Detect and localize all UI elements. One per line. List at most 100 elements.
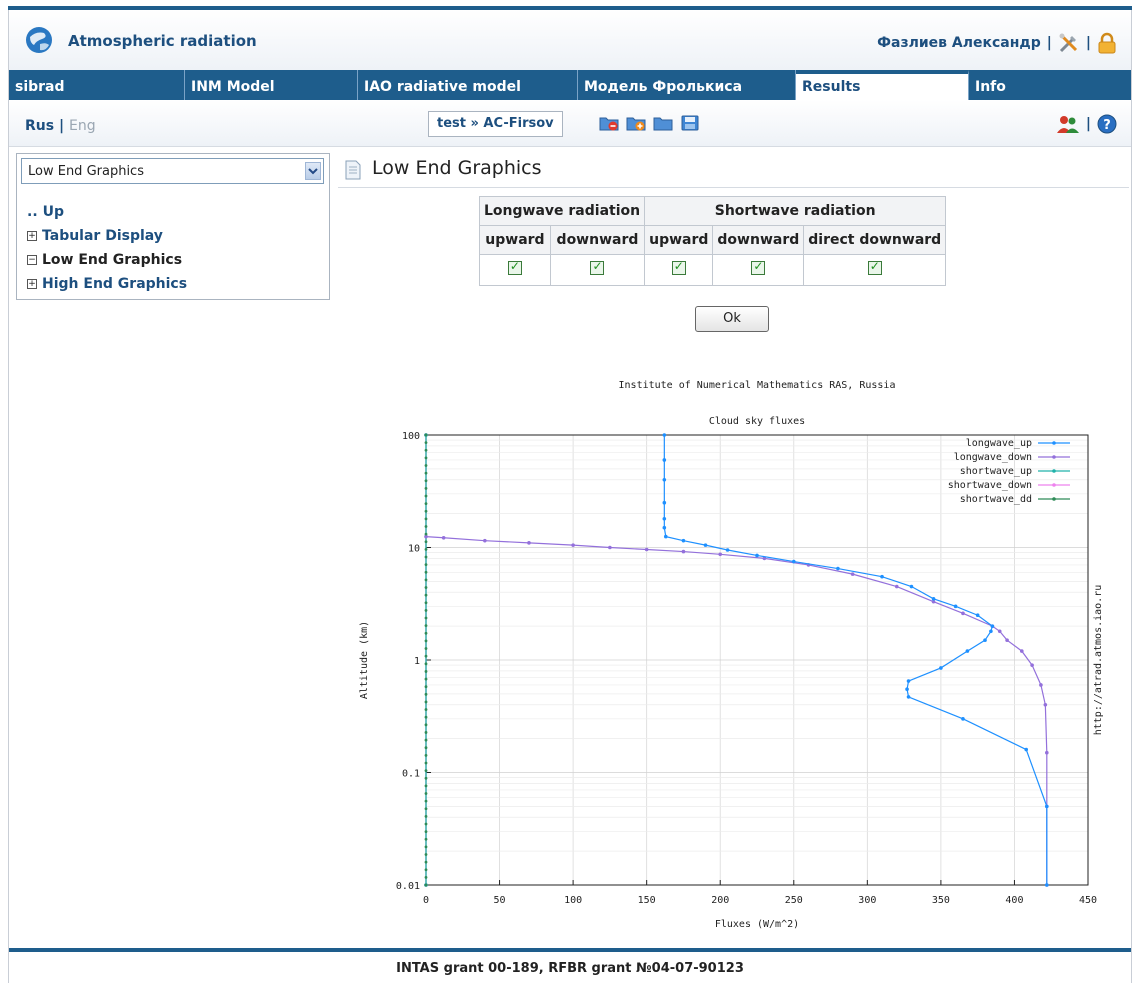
help-icon[interactable]: ? [1097, 114, 1117, 134]
x-tick-label: 250 [785, 895, 803, 906]
x-tick-label: 200 [711, 895, 729, 906]
data-point-longwave_down [644, 547, 649, 552]
users-icon[interactable] [1056, 114, 1080, 134]
legend-marker-longwave_down [1052, 455, 1056, 459]
app-title[interactable]: Atmospheric radiation [68, 32, 257, 50]
tools-icon[interactable] [1058, 32, 1080, 54]
tree-item-low-end-graphics[interactable]: − Low End Graphics [27, 248, 187, 272]
content-header: Low End Graphics [338, 153, 1129, 188]
shortwave-upward-checkbox[interactable] [671, 259, 686, 275]
y-tick-label: 100 [402, 431, 420, 442]
data-point-shortwave_dd [424, 525, 428, 528]
data-point-shortwave_dd [424, 708, 428, 711]
collapse-icon[interactable]: − [27, 255, 37, 265]
lock-icon[interactable] [1097, 32, 1117, 54]
data-point-shortwave_dd [424, 601, 428, 605]
project-breadcrumb[interactable]: test » AC-Firsov [428, 111, 563, 137]
data-point-longwave_up [953, 604, 958, 609]
data-point-shortwave_dd [424, 807, 428, 811]
tab-inm-model[interactable]: INM Model [185, 70, 358, 100]
data-point-shortwave_dd [424, 845, 428, 849]
y-tick-label: 0.01 [396, 881, 420, 892]
shortwave-direct-downward-checkbox[interactable] [867, 259, 882, 275]
x-tick-label: 50 [494, 895, 506, 906]
lang-rus-link[interactable]: Rus [25, 118, 55, 134]
data-point-longwave_down [1005, 638, 1009, 642]
data-point-longwave_up [909, 584, 914, 589]
data-point-longwave_up [836, 566, 840, 571]
data-point-longwave_up [1024, 747, 1029, 752]
column-header: downward [712, 225, 805, 255]
expand-icon[interactable]: + [27, 231, 37, 241]
data-point-shortwave_dd [424, 563, 428, 567]
data-point-shortwave_dd [424, 502, 428, 506]
data-point-shortwave_dd [424, 715, 428, 719]
data-point-shortwave_dd [424, 471, 428, 475]
data-point-shortwave_dd [424, 509, 428, 513]
data-point-longwave_up [961, 717, 965, 721]
tree-up-prefix: .. [27, 204, 38, 220]
tab-info[interactable]: Info [975, 79, 1006, 95]
chevron-down-icon[interactable] [305, 162, 321, 180]
right-url-label: http://atrad.atmos.iao.ru [1093, 585, 1104, 736]
data-point-longwave_up [663, 534, 668, 539]
data-point-longwave_down [441, 535, 446, 540]
longwave-downward-checkbox[interactable] [590, 259, 605, 275]
data-point-longwave_down [961, 611, 965, 616]
data-point-shortwave_dd [424, 700, 428, 704]
globe-logo-icon [26, 27, 52, 53]
shortwave-downward-checkbox[interactable] [751, 259, 766, 275]
chart-subtitle: Cloud sky fluxes [709, 416, 805, 427]
data-point-longwave_down [1039, 683, 1043, 687]
top-border [8, 6, 1132, 10]
data-point-longwave_up [975, 613, 980, 618]
ok-button[interactable]: Ok [695, 306, 769, 332]
header: Atmospheric radiation Фазлиев Александр … [9, 10, 1131, 70]
user-name[interactable]: Фазлиев Александр [877, 35, 1041, 51]
tab-frolkis-model[interactable]: Модель Фролькиса [578, 70, 796, 100]
page-title: Low End Graphics [372, 157, 542, 179]
column-header: direct downward [803, 225, 947, 255]
navigation-panel: Low End Graphics .. Up + Tabular Display… [16, 153, 330, 300]
expand-icon[interactable]: + [27, 279, 37, 289]
y-tick-label: 10 [408, 544, 420, 555]
data-point-shortwave_dd [424, 837, 428, 841]
shortwave-header: Shortwave radiation [644, 196, 947, 226]
folder-delete-icon[interactable] [599, 115, 619, 131]
data-point-shortwave_dd [424, 654, 428, 658]
data-point-shortwave_dd [424, 814, 428, 818]
data-point-longwave_down [1030, 663, 1034, 667]
data-point-shortwave_dd [424, 769, 428, 772]
tab-iao-radiative-model[interactable]: IAO radiative model [358, 70, 578, 100]
y-tick-label: 0.1 [402, 769, 420, 780]
lang-eng-link[interactable]: Eng [68, 118, 96, 134]
radiation-options-table: Longwave radiation Shortwave radiation u… [478, 196, 947, 286]
tab-results[interactable]: Results [796, 70, 969, 100]
tree-item-up[interactable]: .. Up [27, 200, 187, 224]
legend-label-shortwave_dd: shortwave_dd [960, 494, 1032, 505]
column-header: upward [479, 225, 551, 255]
data-point-shortwave_dd [424, 639, 428, 643]
tree-item-tabular-display[interactable]: + Tabular Display [27, 224, 187, 248]
x-axis-label: Fluxes (W/m^2) [715, 919, 799, 930]
legend-marker-shortwave_down [1052, 483, 1056, 487]
data-point-shortwave_dd [424, 799, 428, 803]
results-tree: .. Up + Tabular Display − Low End Graphi… [27, 200, 187, 296]
tab-sibrad[interactable]: sibrad [9, 70, 185, 100]
data-point-shortwave_dd [424, 792, 428, 795]
folder-icon[interactable] [653, 115, 673, 131]
folder-add-icon[interactable] [626, 115, 646, 131]
view-select[interactable]: Low End Graphics [21, 158, 324, 184]
x-tick-label: 100 [564, 895, 582, 906]
tree-item-high-end-graphics[interactable]: + High End Graphics [27, 272, 187, 296]
y-axis-label: Altitude (km) [359, 621, 370, 699]
tree-item-label: Low End Graphics [42, 252, 183, 268]
data-point-longwave_up [681, 538, 686, 543]
data-point-longwave_up [662, 458, 667, 462]
data-point-longwave_up [880, 574, 884, 579]
save-icon[interactable] [680, 115, 700, 131]
footer-border [9, 948, 1131, 952]
data-point-longwave_up [931, 596, 936, 601]
longwave-upward-checkbox[interactable] [507, 259, 522, 275]
data-point-longwave_down [1043, 702, 1048, 707]
